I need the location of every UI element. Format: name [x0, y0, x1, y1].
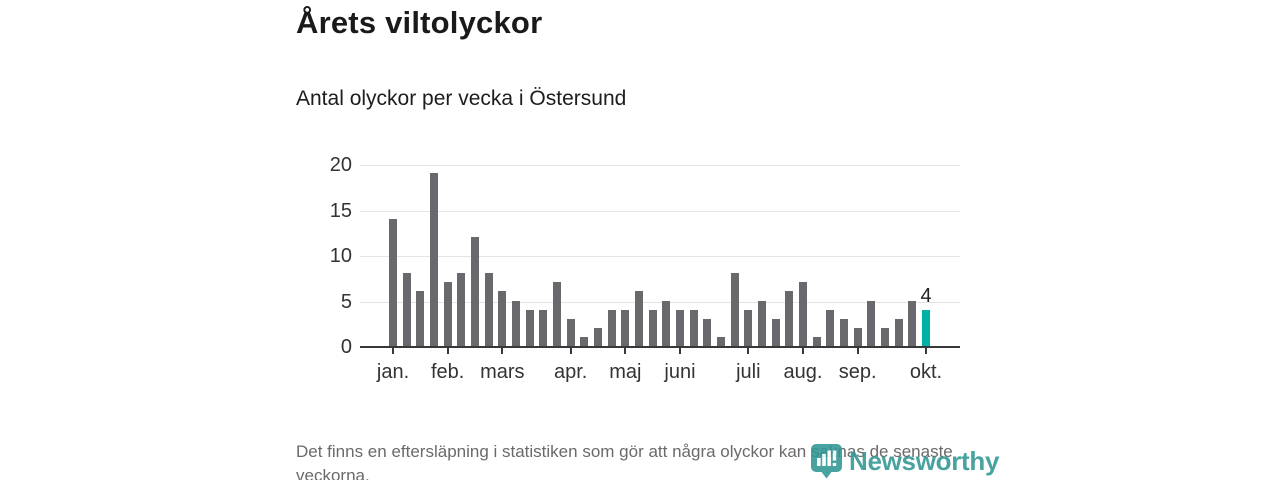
y-axis-label-15: 15: [329, 199, 352, 222]
y-axis-label-0: 0: [340, 336, 352, 358]
x-tick-feb: [446, 348, 449, 354]
bar-week-4: [430, 173, 438, 346]
bar-week-10: [512, 300, 520, 346]
footer-note: Det finns en eftersläpning i statistiken…: [296, 442, 953, 480]
bar-week-21: [662, 300, 671, 346]
bar-week-37: [881, 327, 889, 346]
x-axis-label-okt: okt.: [909, 361, 943, 383]
x-axis-label-feb: feb.: [430, 361, 465, 383]
bar-week-29: [771, 318, 780, 346]
bar-week-5: [443, 282, 452, 346]
x-axis-label-sep: sep.: [838, 361, 877, 383]
page-title: Årets viltolyckor: [296, 5, 543, 40]
bar-chart-plot-area: jan. feb. mars apr. maj juni juli aug. sep. okt. 4: [360, 165, 960, 383]
bar-week-12: [539, 309, 548, 346]
newsworthy-pin-chart-icon: [811, 444, 842, 479]
chart-subtitle: Antal olyckor per vecka i Östersund: [296, 87, 627, 110]
x-axis-line: [360, 346, 960, 348]
bar-week-31: [799, 282, 807, 346]
x-axis-label-mars: mars: [480, 361, 525, 383]
x-tick-okt: [925, 348, 927, 354]
y-axis-label-10: 10: [329, 245, 352, 267]
bar-week-32: [812, 336, 821, 346]
bar-week-33: [826, 309, 835, 346]
gridline-y-5: [360, 301, 960, 303]
gridline-y-10: [360, 256, 960, 257]
bar-week-36: [867, 300, 876, 346]
bar-week-27: [744, 309, 753, 346]
gridline-y-20: [360, 165, 960, 166]
x-axis-label-apr: apr.: [553, 361, 588, 383]
x-tick-juni: [679, 348, 681, 354]
x-axis-label-juli: juli: [736, 361, 761, 383]
bar-week-7: [471, 236, 479, 346]
bar-week-6: [457, 273, 466, 346]
bar-week-24: [703, 318, 712, 346]
bar-week-19: [635, 291, 643, 346]
bar-week-34: [840, 318, 848, 346]
x-tick-mars: [501, 348, 504, 354]
x-tick-sep: [856, 348, 859, 354]
x-tick-apr: [569, 348, 572, 354]
highlight-bar-week-40: [922, 309, 930, 346]
gridline-y-15: [360, 210, 960, 212]
x-axis-label-juni: juni: [664, 361, 696, 383]
newsworthy-logo-text: Newsworthy: [849, 446, 1000, 476]
bar-week-23: [689, 309, 698, 346]
x-axis-label-maj: maj: [609, 361, 642, 383]
x-tick-juli: [747, 348, 750, 354]
bar-week-1: [389, 218, 397, 346]
x-tick-aug: [802, 348, 804, 354]
x-axis-label-aug: aug.: [783, 361, 823, 383]
bar-week-25: [717, 336, 725, 346]
y-axis-label-20: 20: [329, 154, 352, 176]
bar-week-14: [566, 318, 575, 346]
bar-week-2: [402, 273, 411, 346]
bar-week-35: [853, 327, 862, 346]
highlight-value-annotation: 4: [920, 284, 932, 307]
bar-week-17: [607, 309, 616, 346]
y-axis-label-5: 5: [340, 290, 352, 313]
bar-week-39: [908, 300, 917, 346]
bar-week-18: [621, 309, 630, 346]
x-tick-maj: [624, 348, 627, 354]
x-axis-label-jan: jan.: [376, 361, 410, 383]
bar-week-8: [484, 273, 493, 346]
bar-week-13: [553, 282, 561, 346]
bar-week-11: [525, 309, 534, 346]
bar-week-16: [594, 327, 602, 346]
bar-week-26: [730, 273, 739, 346]
x-tick-jan: [392, 348, 394, 354]
bar-week-20: [648, 309, 657, 346]
newsworthy-logo: Newsworthy: [811, 444, 999, 479]
bar-week-38: [894, 318, 903, 346]
bar-week-28: [758, 300, 766, 346]
bar-week-22: [676, 309, 684, 346]
bar-week-9: [498, 291, 507, 346]
bar-week-30: [785, 291, 794, 346]
bar-week-3: [416, 291, 425, 346]
bar-week-15: [580, 336, 589, 346]
